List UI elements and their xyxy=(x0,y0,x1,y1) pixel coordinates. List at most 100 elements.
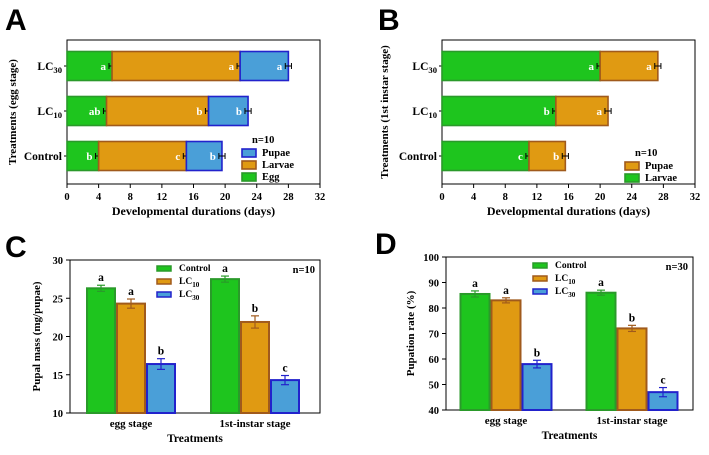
legend-swatch xyxy=(156,265,172,272)
legend-swatch xyxy=(156,278,172,285)
x-tick-label: 4 xyxy=(96,192,102,203)
category-label-text: LC xyxy=(412,61,428,73)
x-tick-label: 32 xyxy=(315,192,326,203)
category-label: 1st-instar stage xyxy=(597,415,668,427)
panel-d: D 40 50 60 70 80 90 100 Pupation rate (%) Treatme… xyxy=(375,228,694,442)
legend-swatch xyxy=(241,148,257,158)
x-tick-label: 4 xyxy=(471,192,477,203)
legend-label: Pupae xyxy=(645,161,673,172)
legend-swatch xyxy=(241,172,257,182)
sample-size-label: n=10 xyxy=(635,148,657,159)
bar xyxy=(240,320,270,414)
significance-letter: a xyxy=(646,61,652,73)
x-tick-label: 28 xyxy=(283,192,294,203)
bar-segment xyxy=(555,95,609,127)
category-label-subscript: 30 xyxy=(53,65,62,75)
significance-letter: b xyxy=(544,106,550,118)
x-tick-label: 0 xyxy=(64,192,69,203)
legend-label: LC10 xyxy=(555,274,576,286)
significance-letter: b xyxy=(86,151,92,163)
category-label: LC10 xyxy=(412,106,437,120)
category-label-text: LC xyxy=(412,106,428,118)
bar-segment xyxy=(528,140,567,172)
bar-segment xyxy=(441,95,557,127)
legend-label-text: LC xyxy=(179,277,192,287)
y-tick-label: 20 xyxy=(53,333,64,344)
x-tick-label: 0 xyxy=(439,192,444,203)
x-axis-label: Treatments xyxy=(542,430,598,442)
x-tick-label: 20 xyxy=(220,192,231,203)
y-tick-label: 100 xyxy=(423,253,439,264)
category-label: LC10 xyxy=(37,106,62,120)
legend-swatch xyxy=(624,161,640,171)
category-label-subscript: 10 xyxy=(428,110,437,120)
bar-segment xyxy=(66,140,100,172)
sample-size-label: n=30 xyxy=(666,262,688,273)
panel-a: A 0 4 8 12 16 20 24 28 32 Developmental durations … xyxy=(5,4,325,218)
x-tick-label: 32 xyxy=(690,192,701,203)
significance-letter: b xyxy=(553,151,559,163)
y-tick-label: 25 xyxy=(53,294,64,305)
bar-segment xyxy=(97,140,188,172)
category-label-text: Control xyxy=(24,151,62,163)
category-label-text: LC xyxy=(37,61,53,73)
category-label: 1st-instar stage xyxy=(220,418,291,430)
significance-letter: c xyxy=(282,363,287,375)
y-axis-label: Treatments (1st instar stage) xyxy=(379,45,391,179)
x-tick-label: 16 xyxy=(188,192,199,203)
significance-letter: a xyxy=(472,278,478,290)
bar xyxy=(116,302,146,415)
y-tick-label: 80 xyxy=(429,304,440,315)
legend-label-subscript: 10 xyxy=(568,278,576,286)
significance-letter: a xyxy=(277,61,283,73)
y-axis-label: Treatments (egg stage) xyxy=(7,59,19,165)
x-tick-label: 12 xyxy=(532,192,543,203)
legend-label-text: Control xyxy=(555,261,587,271)
bar-segment xyxy=(441,50,601,82)
significance-letter: b xyxy=(196,106,202,118)
significance-letter: b xyxy=(210,151,216,163)
x-tick-label: 28 xyxy=(658,192,669,203)
bar xyxy=(146,363,176,415)
bar xyxy=(86,287,116,414)
legend-label-text: LC xyxy=(179,290,192,300)
significance-letter: a xyxy=(589,61,595,73)
legend-label: Control xyxy=(179,264,211,274)
x-tick-label: 16 xyxy=(563,192,574,203)
legend-swatch xyxy=(532,275,548,282)
legend-swatch xyxy=(624,173,640,183)
significance-letter: b xyxy=(629,312,635,324)
x-axis-label: Developmental durations (days) xyxy=(112,204,275,218)
significance-letter: a xyxy=(128,286,134,298)
significance-letter: b xyxy=(252,303,258,315)
x-tick-label: 24 xyxy=(627,192,638,203)
category-label: egg stage xyxy=(485,415,528,427)
panel-letter: D xyxy=(375,228,397,261)
panel-letter: B xyxy=(378,4,400,37)
category-label: egg stage xyxy=(110,418,153,430)
bar xyxy=(521,363,553,412)
significance-letter: b xyxy=(534,347,540,359)
legend-swatch xyxy=(532,262,548,269)
legend-swatch xyxy=(532,288,548,295)
category-label-subscript: 10 xyxy=(53,110,62,120)
x-axis-label: Treatments xyxy=(167,433,223,445)
sample-size-label: n=10 xyxy=(252,135,274,146)
significance-letter: ab xyxy=(89,106,101,118)
bar xyxy=(210,278,240,414)
legend-label: LC10 xyxy=(179,277,200,289)
legend-label-text: LC xyxy=(555,287,568,297)
bar xyxy=(459,292,491,412)
y-tick-label: 60 xyxy=(429,355,440,366)
legend-label: LC30 xyxy=(179,290,200,302)
y-tick-label: 30 xyxy=(53,256,64,267)
legend-swatch xyxy=(241,160,257,170)
panel-c: C 10 15 20 25 30 Pupal mass (mg/pupae) Treatmen… xyxy=(5,231,321,445)
significance-letter: a xyxy=(222,263,228,275)
category-label-text: Control xyxy=(399,151,437,163)
y-tick-label: 50 xyxy=(429,381,440,392)
significance-letter: a xyxy=(229,61,235,73)
bar-segment xyxy=(207,95,249,127)
y-tick-label: 15 xyxy=(53,371,64,382)
